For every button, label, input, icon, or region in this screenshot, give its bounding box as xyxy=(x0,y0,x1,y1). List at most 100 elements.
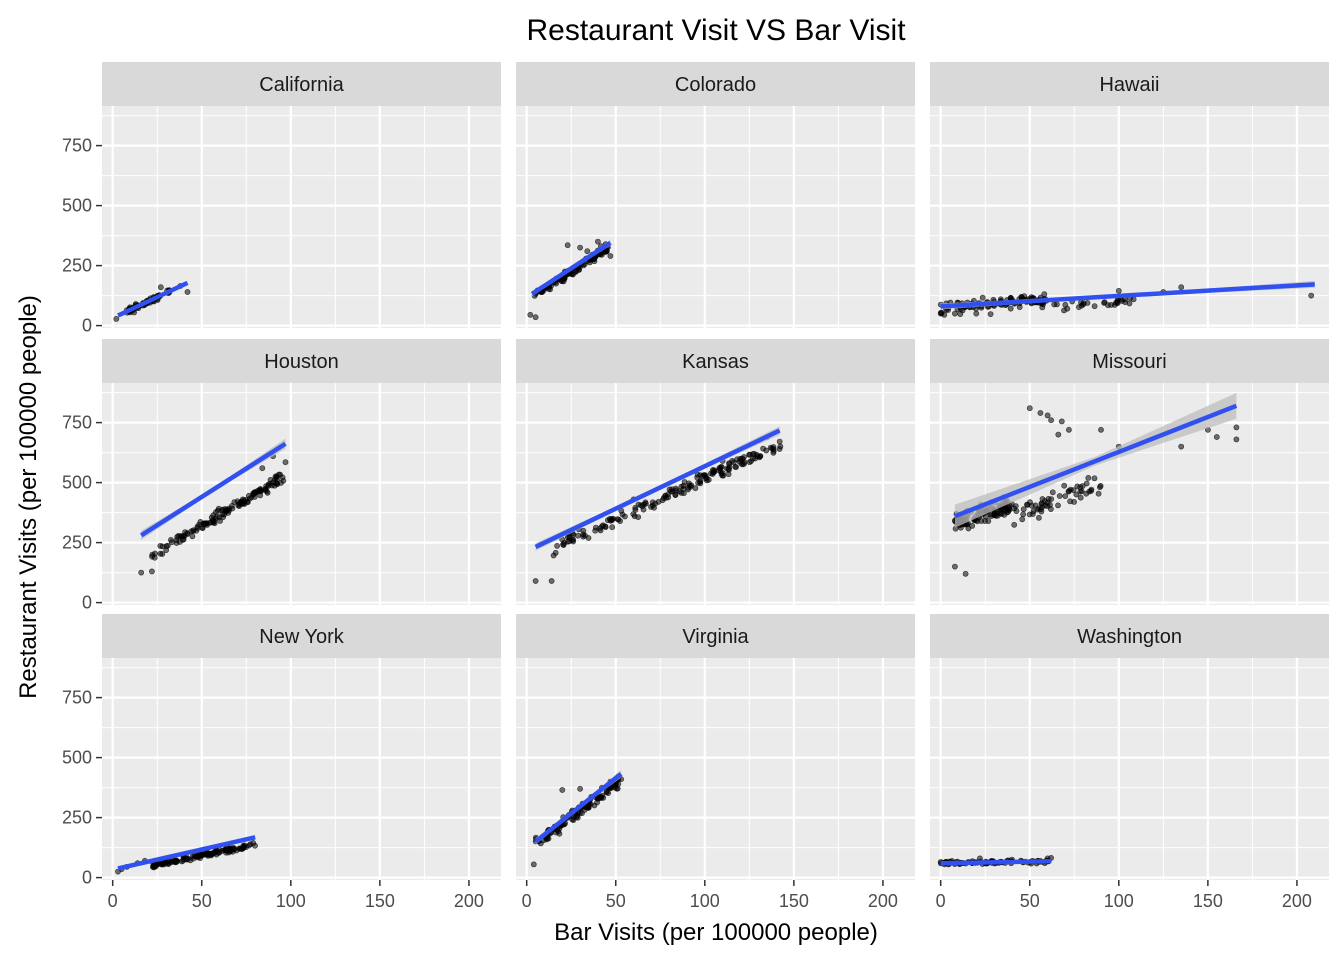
facet-colorado: Colorado xyxy=(516,62,915,328)
y-tick-label: 250 xyxy=(62,256,92,276)
data-point xyxy=(1032,502,1039,509)
data-point xyxy=(1006,505,1013,512)
data-point xyxy=(695,479,701,486)
data-points xyxy=(138,453,289,576)
facet-strip xyxy=(102,614,501,658)
facet-strip xyxy=(930,339,1329,383)
data-point xyxy=(1011,521,1018,528)
facet-strip xyxy=(930,614,1329,658)
x-tick-label: 100 xyxy=(276,891,306,911)
data-point xyxy=(1037,410,1044,416)
regression-line xyxy=(940,859,1052,866)
data-point xyxy=(638,502,644,509)
regression-line xyxy=(534,428,781,549)
data-point xyxy=(574,812,581,819)
data-point xyxy=(1047,501,1053,508)
data-point xyxy=(585,804,592,811)
data-point xyxy=(184,289,191,295)
data-point xyxy=(263,483,269,490)
data-point xyxy=(221,511,228,518)
data-point xyxy=(694,474,701,481)
data-point xyxy=(631,513,638,520)
data-point xyxy=(649,499,656,506)
x-tick-label: 200 xyxy=(454,891,484,911)
data-point xyxy=(692,485,699,492)
regression-line xyxy=(534,772,623,844)
data-point xyxy=(157,284,164,291)
data-point xyxy=(1055,502,1061,509)
data-point xyxy=(770,449,777,456)
data-point xyxy=(1080,300,1087,307)
data-point xyxy=(213,851,220,858)
data-point xyxy=(157,543,164,549)
data-point xyxy=(194,525,201,532)
data-point xyxy=(952,563,958,570)
data-point xyxy=(1064,305,1071,312)
panel-background xyxy=(516,383,915,605)
panel-background xyxy=(930,106,1329,328)
data-point xyxy=(729,457,736,464)
data-point xyxy=(1091,303,1098,310)
y-tick-label: 500 xyxy=(62,473,92,493)
data-point xyxy=(113,315,120,322)
facet-new-york: New York 0 250 500 750 0 50 100 150 200 xyxy=(62,614,501,911)
data-point xyxy=(1007,305,1014,312)
data-point xyxy=(962,570,969,577)
data-point xyxy=(569,271,575,278)
data-point xyxy=(997,510,1004,517)
y-tick-label: 750 xyxy=(62,688,92,708)
y-tick-label: 750 xyxy=(62,136,92,156)
data-point xyxy=(577,244,583,251)
facet-strip-label: New York xyxy=(259,626,344,648)
data-point xyxy=(1044,412,1051,419)
data-point xyxy=(1062,493,1069,499)
facet-strip-label: Hawaii xyxy=(1099,74,1159,96)
panel-background xyxy=(930,658,1329,880)
data-point xyxy=(732,463,739,470)
y-tick-label: 500 xyxy=(62,196,92,216)
data-point xyxy=(207,851,214,858)
regression-line xyxy=(139,441,287,538)
data-point xyxy=(579,810,585,817)
data-point xyxy=(739,461,746,468)
facet-strip xyxy=(516,62,915,106)
x-tick-label: 50 xyxy=(192,891,212,911)
data-point xyxy=(605,517,611,524)
x-tick-label: 50 xyxy=(606,891,626,911)
data-point xyxy=(1067,498,1073,505)
y-tick-label: 0 xyxy=(82,868,92,888)
data-point xyxy=(1308,292,1315,299)
data-point xyxy=(173,858,180,864)
data-point xyxy=(1073,491,1080,498)
data-point xyxy=(1115,287,1122,294)
y-tick-label: 250 xyxy=(62,533,92,553)
data-point xyxy=(1013,508,1020,514)
facet-strip-label: Houston xyxy=(264,351,339,373)
facet-strip-label: California xyxy=(259,74,344,96)
data-point xyxy=(991,511,998,518)
x-tick-label: 100 xyxy=(1104,891,1134,911)
facet-missouri: Missouri xyxy=(930,339,1329,605)
data-point xyxy=(734,456,740,463)
data-point xyxy=(669,488,676,495)
data-point xyxy=(1020,506,1027,513)
facet-strip xyxy=(516,339,915,383)
x-tick-label: 150 xyxy=(365,891,395,911)
data-point xyxy=(1058,418,1065,425)
data-point xyxy=(203,851,209,857)
data-point xyxy=(1061,482,1068,489)
data-point xyxy=(776,438,783,445)
facet-kansas: Kansas xyxy=(516,339,915,605)
data-point xyxy=(1049,489,1056,496)
data-point xyxy=(1233,424,1240,431)
facet-strip-label: Washington xyxy=(1077,626,1182,648)
data-point xyxy=(718,464,724,470)
data-point xyxy=(1012,503,1019,509)
facet-hawaii: Hawaii xyxy=(930,62,1329,328)
data-point xyxy=(564,242,571,249)
data-point xyxy=(277,479,284,486)
data-point xyxy=(556,830,563,837)
panel-background xyxy=(102,658,501,880)
facet-panels: California 0 250 500 750 Colorado Hawaii Housto… xyxy=(62,62,1329,911)
